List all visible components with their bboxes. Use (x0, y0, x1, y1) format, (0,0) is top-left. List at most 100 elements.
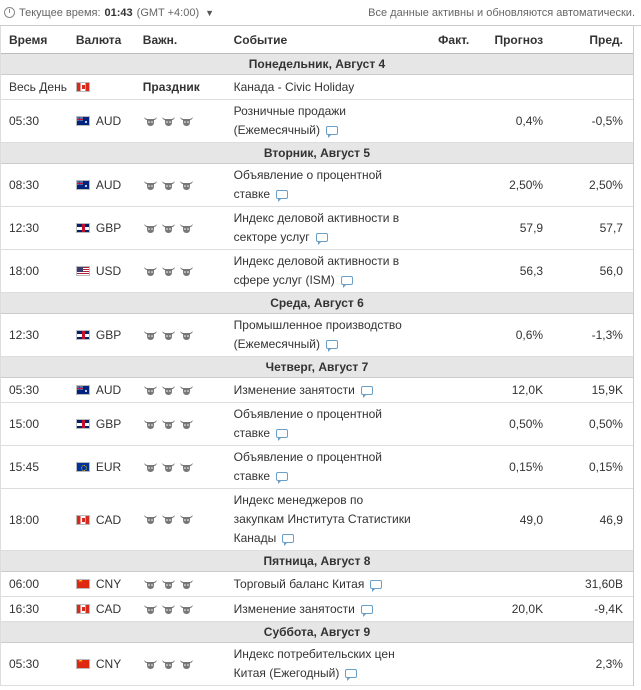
event-time: 12:30 (9, 328, 40, 342)
event-importance: Праздник (135, 80, 226, 94)
event-name[interactable]: Индекс менеджеров по закупкам Института … (233, 493, 411, 545)
event-forecast: 12,0K (511, 383, 544, 397)
comment-icon[interactable] (276, 429, 289, 441)
event-currency: CAD (68, 602, 135, 616)
event-currency: GBP (68, 328, 135, 342)
event-cell: Розничные продажи (Ежемесячный) (226, 102, 416, 140)
event-name[interactable]: Изменение занятости (233, 601, 355, 616)
event-name-wrap: Промышленное производство (Ежемесячный) (234, 316, 416, 354)
importance-bulls (143, 385, 226, 396)
event-previous: 2,3% (595, 657, 623, 671)
event-name[interactable]: Индекс деловой активности в сфере услуг … (233, 254, 400, 287)
bull-icon (161, 579, 176, 590)
bull-icon (161, 266, 176, 277)
bull-icon (143, 462, 158, 473)
event-name[interactable]: Индекс потребительских цен Китая (Ежегод… (233, 647, 395, 680)
table-row[interactable]: 18:00 CAD Индекс менеджеров по закупкам Ин… (1, 489, 633, 551)
table-row[interactable]: 08:30 AUD Объявление о процентной ставке 2,… (1, 164, 633, 207)
table-row[interactable]: 05:30 CNY Индекс потребительских цен Китая… (1, 643, 633, 686)
event-importance (135, 659, 226, 670)
comment-icon[interactable] (340, 276, 353, 288)
comment-icon[interactable] (345, 669, 358, 681)
importance-bulls (143, 462, 226, 473)
event-name-wrap: Объявление о процентной ставке (234, 448, 416, 486)
table-row[interactable]: 15:00 GBP Объявление о процентной ставке 0,… (1, 403, 633, 446)
table-row[interactable]: 06:00 CNY Торговый баланс Китая 31,60B (1, 572, 633, 597)
event-cell: Индекс деловой активности в сфере услуг … (226, 252, 416, 290)
event-currency: GBP (68, 221, 135, 235)
table-row[interactable]: Весь День Праздник Канада - Civic Holiday (1, 75, 633, 100)
currency-code: USD (95, 264, 122, 278)
event-currency: EUR (68, 460, 135, 474)
event-name[interactable]: Объявление о процентной ставке (233, 168, 382, 201)
event-forecast: 20,0K (511, 602, 544, 616)
event-cell: Индекс деловой активности в секторе услу… (226, 209, 416, 247)
event-name[interactable]: Розничные продажи (Ежемесячный) (233, 104, 346, 137)
table-row[interactable]: 12:30 GBP Промышленное производство (Ежеме… (1, 314, 633, 357)
flag-ca-icon (75, 514, 90, 525)
event-cell: Изменение занятости (226, 600, 416, 619)
event-currency: CAD (68, 513, 135, 527)
bull-icon (179, 659, 194, 670)
event-name-wrap: Розничные продажи (Ежемесячный) (234, 102, 416, 140)
table-row[interactable]: 16:30 CAD Изменение занятости 20,0K -9,4K (1, 597, 633, 622)
event-currency: AUD (68, 114, 135, 128)
chevron-down-icon[interactable]: ▼ (205, 7, 215, 18)
day-header: Пятница, Август 8 (1, 551, 633, 572)
event-name[interactable]: Торговый баланс Китая (233, 576, 365, 591)
currency-code: AUD (95, 178, 122, 192)
comment-icon[interactable] (276, 472, 289, 484)
event-cell: Объявление о процентной ставке (226, 448, 416, 486)
bull-icon (143, 223, 158, 234)
table-row[interactable]: 05:30 AUD Розничные продажи (Ежемесячный) 0… (1, 100, 633, 143)
comment-icon[interactable] (325, 126, 338, 138)
event-importance (135, 385, 226, 396)
comment-icon[interactable] (360, 604, 373, 617)
event-currency: CNY (68, 577, 135, 591)
bull-icon (161, 223, 176, 234)
event-importance (135, 419, 226, 430)
table-row[interactable]: 12:30 GBP Индекс деловой активности в сект… (1, 207, 633, 250)
event-importance (135, 330, 226, 341)
event-currency: CNY (68, 657, 135, 671)
flag-ca-icon (75, 82, 90, 92)
event-cell: Торговый баланс Китая (226, 575, 416, 594)
event-name-wrap: Канада - Civic Holiday (234, 78, 416, 97)
comment-icon[interactable] (360, 385, 373, 398)
event-name[interactable]: Изменение занятости (233, 382, 355, 397)
bull-icon (161, 659, 176, 670)
comment-icon[interactable] (315, 233, 328, 245)
comment-icon[interactable] (325, 340, 338, 352)
col-importance-header: Важн. (142, 32, 178, 47)
bull-icon (179, 419, 194, 430)
event-cell: Изменение занятости (226, 381, 416, 400)
event-name[interactable]: Промышленное производство (Ежемесячный) (233, 318, 402, 351)
event-name[interactable]: Индекс деловой активности в секторе услу… (233, 211, 400, 244)
comment-icon[interactable] (370, 579, 383, 592)
table-body: Понедельник, Август 4 Весь День Праздник Ка… (1, 54, 633, 686)
event-name-wrap: Индекс деловой активности в секторе услу… (234, 209, 416, 247)
bull-icon (143, 659, 158, 670)
importance-bulls (143, 579, 226, 590)
event-name[interactable]: Объявление о процентной ставке (233, 450, 382, 483)
event-name[interactable]: Канада - Civic Holiday (233, 79, 355, 94)
table-row[interactable]: 05:30 AUD Изменение занятости 12,0K 15,9K (1, 378, 633, 403)
comment-icon[interactable] (282, 534, 295, 546)
bull-icon (143, 330, 158, 341)
bull-icon (161, 462, 176, 473)
currency-code: AUD (95, 383, 122, 397)
current-time-selector[interactable]: Текущее время: 01:43 (GMT +4:00) ▼ (4, 7, 214, 19)
event-time: 12:30 (9, 221, 40, 235)
bull-icon (143, 604, 158, 615)
flag-gb-icon (75, 223, 90, 233)
bull-icon (161, 330, 176, 341)
comment-icon[interactable] (276, 190, 289, 202)
currency-code: GBP (95, 417, 122, 431)
event-importance (135, 180, 226, 191)
clock-icon (4, 7, 15, 18)
table-row[interactable]: 18:00 USD Индекс деловой активности в сфер… (1, 250, 633, 293)
table-row[interactable]: 15:45 EUR Объявление о процентной ставке 0,… (1, 446, 633, 489)
day-header: Вторник, Август 5 (1, 143, 633, 164)
event-name[interactable]: Объявление о процентной ставке (233, 407, 382, 440)
economic-calendar-table: Время Валюта Важн. Событие Факт. Прогноз… (0, 26, 634, 686)
